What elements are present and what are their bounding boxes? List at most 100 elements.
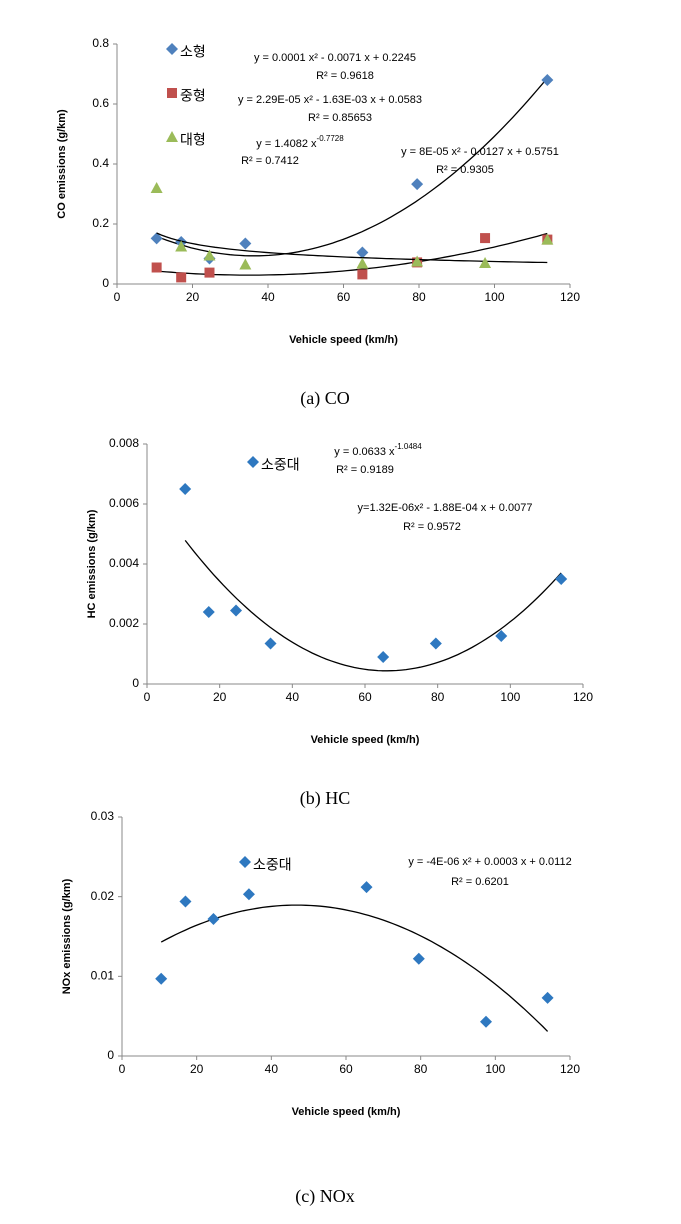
- x-tick-label: 80: [412, 290, 426, 304]
- data-point: [495, 630, 508, 642]
- data-point: [356, 246, 369, 259]
- data-point: [151, 262, 162, 273]
- y-tick-label: 0.008: [109, 436, 139, 450]
- annotation-text: R² = 0.6201: [451, 876, 509, 888]
- annotation-text: y = 0.0633 x: [334, 446, 395, 458]
- annotation: y = 1.4082 x-0.7728: [256, 134, 344, 150]
- annotation: R² = 0.9189: [336, 464, 394, 476]
- trendline: [156, 232, 548, 276]
- data-point: [230, 604, 243, 617]
- legend-label: 소중대: [253, 857, 292, 873]
- x-tick-label: 120: [560, 1062, 580, 1076]
- y-tick-label: 0.03: [91, 809, 115, 823]
- y-axis-title: NOx emissions (g/km): [61, 878, 73, 994]
- trendline: [160, 904, 549, 1032]
- x-tick-label: 100: [485, 1062, 505, 1076]
- x-tick-label: 120: [560, 290, 580, 304]
- data-point: [239, 237, 252, 250]
- x-tick-label: 40: [261, 290, 275, 304]
- data-point: [377, 651, 390, 663]
- annotation-text: R² = 0.9305: [436, 164, 494, 176]
- x-tick-label: 0: [119, 1062, 126, 1076]
- data-point: [264, 637, 277, 650]
- annotation: y = 2.29E-05 x² - 1.63E-03 x + 0.0583: [238, 94, 422, 106]
- y-tick-label: 0: [132, 676, 139, 690]
- trendline: [156, 232, 548, 264]
- y-tick-label: 0.2: [92, 216, 109, 230]
- data-point: [175, 240, 188, 252]
- annotation-exponent: -0.7728: [317, 134, 345, 143]
- annotation-text: y = 8E-05 x² - 0.0127 x + 0.5751: [401, 146, 559, 158]
- data-point: [203, 249, 216, 261]
- x-tick-label: 60: [339, 1062, 353, 1076]
- annotation: y = 0.0001 x² - 0.0071 x + 0.2245: [254, 52, 416, 64]
- data-point: [179, 483, 192, 495]
- annotation-text: y = -4E-06 x² + 0.0003 x + 0.0112: [408, 856, 571, 868]
- data-point: [360, 881, 373, 894]
- data-point: [150, 232, 163, 245]
- x-tick-label: 80: [431, 690, 445, 704]
- data-point: [155, 972, 168, 985]
- y-axis-title: HC emissions (g/km): [86, 509, 98, 618]
- legend-label: 중형: [180, 88, 206, 104]
- annotation: R² = 0.6201: [451, 876, 509, 888]
- y-tick-label: 0.4: [92, 156, 109, 170]
- annotation-text: y = 2.29E-05 x² - 1.63E-03 x + 0.0583: [238, 94, 422, 106]
- annotation: y = 8E-05 x² - 0.0127 x + 0.5751: [401, 146, 559, 158]
- x-tick-label: 20: [213, 690, 227, 704]
- annotation: R² = 0.7412: [241, 155, 299, 167]
- legend-marker: [167, 88, 177, 98]
- y-axis-title: CO emissions (g/km): [56, 109, 68, 219]
- data-point: [412, 952, 425, 965]
- annotation-text: y = 1.4082 x: [256, 138, 317, 150]
- y-tick-label: 0.8: [92, 36, 109, 50]
- legend-marker: [166, 43, 178, 55]
- annotation: y=1.32E-06x² - 1.88E-04 x + 0.0077: [358, 502, 533, 514]
- data-point: [555, 573, 568, 585]
- y-tick-label: 0.01: [91, 969, 115, 983]
- data-point: [239, 258, 252, 270]
- caption: (a) CO: [300, 388, 349, 409]
- data-point: [202, 606, 215, 618]
- y-tick-label: 0: [107, 1048, 114, 1062]
- annotation: R² = 0.85653: [308, 112, 372, 124]
- data-point: [480, 1015, 492, 1028]
- data-point: [179, 895, 192, 908]
- data-point: [207, 912, 220, 925]
- data-point: [204, 267, 215, 278]
- annotation: R² = 0.9305: [436, 164, 494, 176]
- data-point: [356, 257, 369, 269]
- x-tick-label: 0: [114, 290, 121, 304]
- annotation-text: R² = 0.7412: [241, 155, 299, 167]
- x-tick-label: 60: [358, 690, 372, 704]
- data-point: [541, 991, 554, 1004]
- y-tick-label: 0.004: [109, 556, 139, 570]
- annotation: y = 0.0633 x-1.0484: [334, 442, 422, 458]
- data-point: [176, 272, 187, 283]
- y-tick-label: 0: [102, 276, 109, 290]
- annotation-exponent: -1.0484: [395, 442, 423, 451]
- data-point: [480, 233, 491, 244]
- data-point: [150, 182, 163, 193]
- data-point: [411, 178, 424, 191]
- legend-label: 소중대: [261, 457, 300, 473]
- data-point: [541, 74, 554, 86]
- y-tick-label: 0.006: [109, 496, 139, 510]
- data-point: [411, 255, 424, 267]
- x-tick-label: 100: [484, 290, 504, 304]
- x-tick-label: 40: [286, 690, 300, 704]
- trendline: [184, 539, 562, 672]
- annotation-text: y=1.32E-06x² - 1.88E-04 x + 0.0077: [358, 502, 533, 514]
- annotation: y = -4E-06 x² + 0.0003 x + 0.0112: [408, 856, 571, 868]
- annotation-text: R² = 0.9618: [316, 70, 374, 82]
- x-axis-title: Vehicle speed (km/h): [292, 1106, 401, 1118]
- x-tick-label: 60: [337, 290, 351, 304]
- x-tick-label: 20: [186, 290, 200, 304]
- y-tick-label: 0.002: [109, 616, 139, 630]
- legend-label: 소형: [180, 44, 206, 60]
- x-tick-label: 120: [573, 690, 593, 704]
- annotation: R² = 0.9572: [403, 521, 461, 533]
- data-point: [357, 269, 368, 280]
